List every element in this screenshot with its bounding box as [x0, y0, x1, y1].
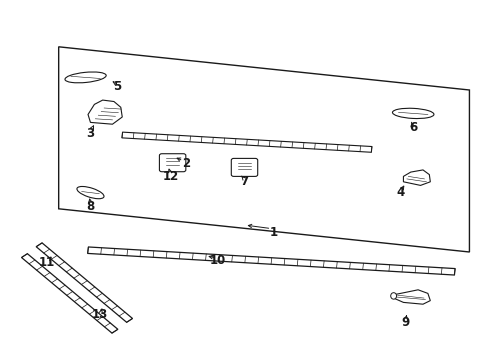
FancyBboxPatch shape	[231, 158, 257, 176]
Text: 2: 2	[182, 157, 189, 170]
Text: 12: 12	[163, 170, 179, 183]
Polygon shape	[403, 170, 429, 185]
Ellipse shape	[77, 186, 104, 199]
Ellipse shape	[392, 108, 433, 118]
Text: 5: 5	[113, 80, 121, 93]
Text: 10: 10	[209, 255, 225, 267]
Text: 13: 13	[92, 309, 108, 321]
Polygon shape	[390, 290, 429, 304]
Text: 9: 9	[401, 316, 409, 329]
Text: 4: 4	[396, 186, 404, 199]
Polygon shape	[122, 132, 371, 152]
Polygon shape	[87, 247, 454, 275]
Polygon shape	[88, 100, 122, 124]
Ellipse shape	[65, 72, 106, 83]
Ellipse shape	[390, 293, 396, 299]
Polygon shape	[36, 243, 132, 322]
Polygon shape	[21, 254, 118, 333]
Text: 11: 11	[38, 256, 55, 269]
Text: 6: 6	[408, 121, 416, 134]
Text: 7: 7	[240, 175, 248, 188]
FancyBboxPatch shape	[159, 154, 185, 172]
Text: 1: 1	[269, 226, 277, 239]
Text: 3: 3	[86, 127, 94, 140]
Text: 8: 8	[86, 201, 94, 213]
